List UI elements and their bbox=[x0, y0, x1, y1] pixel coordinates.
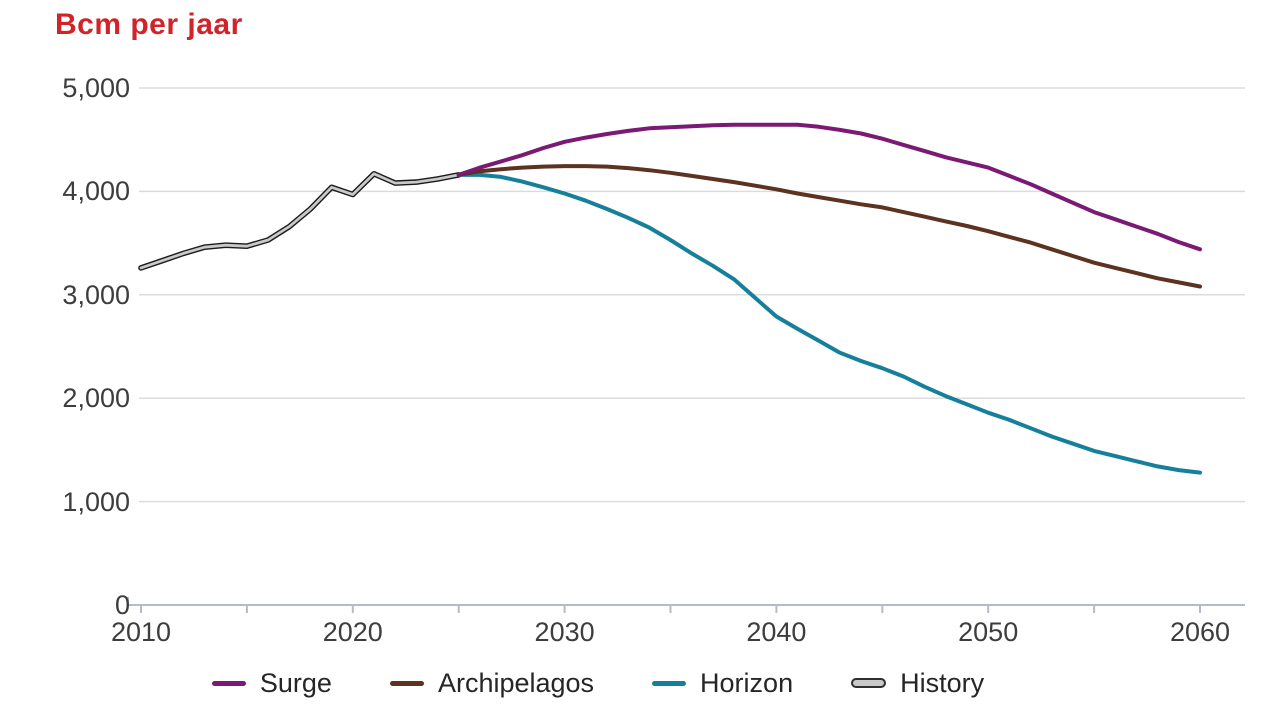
y-tick-label-0: 0 bbox=[114, 590, 130, 620]
y-tick-label-5,000: 5,000 bbox=[62, 73, 130, 103]
legend-swatch-surge-icon bbox=[211, 680, 246, 686]
series-horizon-line bbox=[456, 172, 1202, 475]
x-tick-label-2040: 2040 bbox=[746, 617, 807, 647]
series-history-outline bbox=[138, 171, 462, 271]
series-surge-line bbox=[456, 122, 1202, 252]
x-tick-label-2030: 2030 bbox=[534, 617, 595, 647]
y-tick-label-1,000: 1,000 bbox=[62, 486, 130, 517]
legend-item-history: History bbox=[851, 668, 984, 698]
x-tick-label-2020: 2020 bbox=[322, 617, 383, 647]
legend-label-horizon: Horizon bbox=[700, 668, 794, 698]
legend-item-horizon: Horizon bbox=[652, 668, 793, 698]
legend-item-archipelagos: Archipelagos bbox=[389, 668, 595, 698]
legend-item-surge: Surge bbox=[211, 668, 332, 698]
legend-swatch-history-icon bbox=[851, 678, 887, 688]
chart-title: Bcm per jaar bbox=[55, 8, 243, 41]
legend-swatch-archipelagos-icon bbox=[389, 680, 424, 686]
legend-label-surge: Surge bbox=[259, 668, 332, 698]
chart-legend: Surge Archipelagos Horizon History bbox=[0, 668, 1238, 698]
x-tick-label-2060: 2060 bbox=[1169, 617, 1231, 647]
y-tick-label-4,000: 4,000 bbox=[62, 176, 130, 207]
legend-swatch-horizon-icon bbox=[652, 680, 687, 686]
y-tick-label-3,000: 3,000 bbox=[62, 279, 130, 310]
x-tick-label-2010: 2010 bbox=[110, 617, 172, 647]
legend-label-archipelagos: Archipelagos bbox=[437, 668, 595, 698]
legend-label-history: History bbox=[900, 668, 985, 698]
x-tick-label-2050: 2050 bbox=[958, 617, 1019, 647]
y-tick-label-2,000: 2,000 bbox=[62, 383, 130, 414]
series-history-line bbox=[139, 172, 461, 270]
series-archipelagos-line bbox=[456, 164, 1202, 289]
